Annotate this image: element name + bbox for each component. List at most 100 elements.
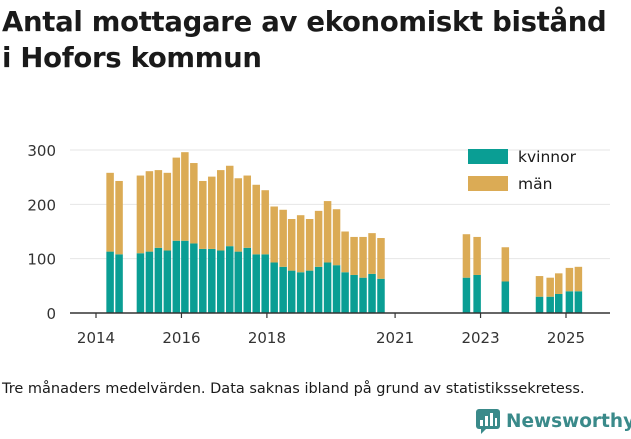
bars (106, 152, 583, 313)
bar-kvinnor (199, 248, 207, 313)
bar-man (323, 201, 332, 263)
bar-man (252, 184, 260, 255)
bar-man (115, 180, 123, 255)
bar-kvinnor (501, 281, 510, 313)
bar-man (546, 277, 554, 297)
bar-man (341, 231, 349, 273)
bar-man (243, 175, 252, 248)
bar-kvinnor (115, 254, 123, 313)
bar-kvinnor (181, 240, 189, 313)
bar-man (154, 170, 163, 248)
bar-kvinnor (565, 291, 574, 313)
bar-man (535, 276, 544, 297)
bar-man (190, 163, 198, 244)
bar-kvinnor (279, 266, 287, 313)
bar-kvinnor (332, 265, 341, 313)
bar-kvinnor (314, 266, 323, 313)
legend: kvinnor män (468, 148, 577, 193)
bar-man (359, 236, 367, 278)
bar-man (574, 266, 583, 292)
bar-kvinnor (473, 274, 481, 313)
bar-man (225, 165, 234, 247)
footnote: Tre månaders medelvärden. Data saknas ib… (2, 381, 585, 397)
bar-man (234, 178, 243, 252)
chart-title-line-1: Antal mottagare av ekonomiskt bistånd (2, 6, 607, 38)
bar-man (305, 219, 314, 271)
bar-kvinnor (350, 274, 358, 313)
bar-kvinnor (368, 273, 376, 313)
bar-kvinnor (190, 243, 198, 313)
bar-kvinnor (163, 250, 172, 313)
y-tick-label: 0 (46, 305, 56, 323)
legend-swatch-man (468, 176, 508, 191)
chart-title-line-2: i Hofors kommun (2, 42, 262, 74)
bar-man (332, 209, 341, 266)
bar-kvinnor (136, 253, 145, 313)
bar-kvinnor (270, 262, 278, 313)
x-tick-label: 2018 (248, 329, 286, 347)
bar-kvinnor (106, 251, 114, 313)
bar-kvinnor (208, 248, 216, 313)
y-tick-label: 100 (27, 251, 56, 269)
bar-man (181, 152, 189, 241)
newsworthy-logo-icon (476, 409, 500, 434)
bar-kvinnor (145, 251, 154, 313)
bar-man (163, 172, 172, 251)
x-tick-label: 2016 (162, 329, 200, 347)
bar-man (106, 172, 114, 252)
bar-kvinnor (154, 247, 163, 313)
bar-man (462, 234, 471, 278)
bar-kvinnor (243, 247, 252, 313)
brand-name: Newsworthy (506, 410, 631, 432)
bar-man (172, 157, 181, 241)
x-tick-label: 2023 (461, 329, 499, 347)
bar-kvinnor (261, 254, 269, 313)
bar-kvinnor (462, 277, 471, 313)
bar-man (287, 219, 296, 271)
y-tick-label: 200 (27, 196, 56, 214)
bar-kvinnor (341, 272, 349, 313)
bar-man (217, 170, 225, 251)
y-tick-label: 300 (27, 142, 56, 160)
bar-man (136, 175, 145, 254)
bar-man (377, 238, 385, 279)
bar-man (565, 267, 574, 292)
bar-man (199, 180, 207, 249)
bar-kvinnor (217, 250, 225, 313)
chart-svg: 0 100 200 300 2014 2016 2018 2021 2023 2025 kvinn… (27, 142, 610, 347)
bar-man (368, 233, 376, 274)
bar-kvinnor (172, 240, 181, 313)
axes: 0 100 200 300 2014 2016 2018 2021 2023 2025 (27, 142, 610, 347)
bar-man (473, 236, 481, 275)
bar-man (501, 247, 510, 282)
bar-kvinnor (234, 251, 243, 313)
bar-kvinnor (535, 296, 544, 313)
bar-kvinnor (377, 278, 385, 313)
x-tick-label: 2021 (376, 329, 414, 347)
bar-kvinnor (225, 246, 234, 313)
bar-kvinnor (252, 254, 260, 313)
bar-man (350, 236, 358, 275)
bar-kvinnor (574, 291, 583, 313)
x-tick-label: 2025 (547, 329, 585, 347)
bar-man (261, 190, 269, 255)
bar-kvinnor (287, 270, 296, 313)
bar-kvinnor (323, 262, 332, 313)
legend-label-kvinnor: kvinnor (518, 148, 577, 166)
bar-kvinnor (546, 296, 554, 313)
legend-swatch-kvinnor (468, 149, 508, 164)
legend-label-man: män (518, 175, 552, 193)
bar-man (296, 215, 305, 273)
bar-kvinnor (359, 277, 367, 313)
chart-title: Antal mottagare av ekonomiskt bistånd i … (2, 4, 627, 76)
bar-kvinnor (554, 293, 563, 313)
brand-logo[interactable]: Newsworthy (475, 408, 631, 434)
bar-man (208, 176, 216, 249)
bar-man (279, 209, 287, 267)
bar-kvinnor (296, 272, 305, 313)
bar-man (270, 206, 278, 263)
bar-man (554, 273, 563, 294)
x-tick-label: 2014 (77, 329, 115, 347)
bar-man (314, 210, 323, 267)
bar-man (145, 171, 154, 252)
